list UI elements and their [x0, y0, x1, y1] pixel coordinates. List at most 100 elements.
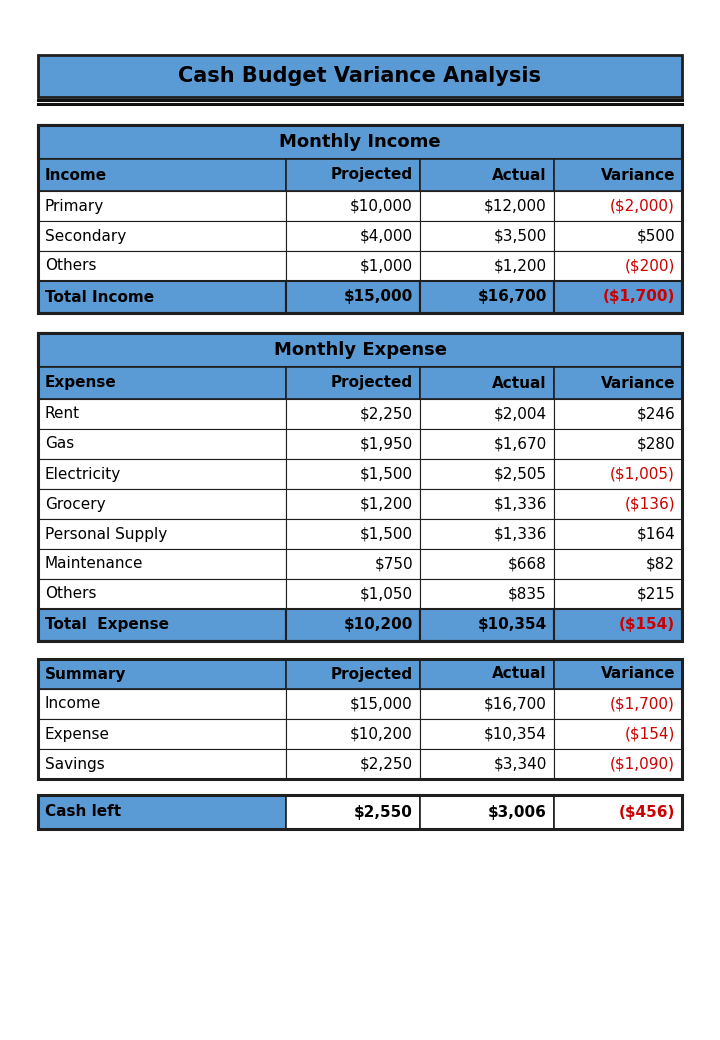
Bar: [38, 659, 682, 779]
Text: ($136): ($136): [624, 496, 675, 512]
Bar: [420, 688, 554, 719]
Bar: [38, 191, 286, 220]
Text: Variance: Variance: [600, 375, 675, 390]
Bar: [554, 428, 682, 459]
Bar: [420, 579, 554, 609]
Bar: [38, 659, 286, 688]
Bar: [38, 281, 286, 313]
Text: Electricity: Electricity: [45, 467, 121, 482]
Text: Monthly Expense: Monthly Expense: [274, 341, 446, 359]
Text: $1,670: $1,670: [494, 437, 547, 451]
Text: $1,500: $1,500: [360, 526, 413, 542]
Bar: [286, 659, 420, 688]
Bar: [286, 191, 420, 220]
Bar: [420, 281, 554, 313]
Bar: [554, 399, 682, 428]
Text: $2,550: $2,550: [354, 805, 413, 820]
Bar: [286, 688, 420, 719]
Bar: [554, 659, 682, 688]
Text: $10,200: $10,200: [350, 727, 413, 742]
Text: $835: $835: [508, 587, 547, 601]
Text: ($2,000): ($2,000): [610, 199, 675, 213]
Bar: [420, 191, 554, 220]
Text: $10,200: $10,200: [343, 618, 413, 632]
Bar: [38, 749, 286, 779]
Bar: [554, 749, 682, 779]
Text: Monthly Income: Monthly Income: [279, 133, 441, 151]
Text: $10,354: $10,354: [477, 618, 547, 632]
Bar: [554, 795, 682, 829]
Text: Expense: Expense: [45, 727, 110, 742]
Text: Actual: Actual: [492, 167, 547, 182]
Bar: [554, 159, 682, 191]
Text: Income: Income: [45, 167, 107, 182]
Text: $1,200: $1,200: [494, 259, 547, 274]
Text: $500: $500: [636, 229, 675, 243]
Text: $215: $215: [636, 587, 675, 601]
Text: ($200): ($200): [625, 259, 675, 274]
Text: Others: Others: [45, 259, 96, 274]
Bar: [38, 489, 286, 519]
Bar: [420, 220, 554, 251]
Text: Cash Budget Variance Analysis: Cash Budget Variance Analysis: [179, 66, 541, 86]
Bar: [554, 459, 682, 489]
Text: $1,336: $1,336: [493, 526, 547, 542]
Text: Maintenance: Maintenance: [45, 556, 143, 572]
Bar: [554, 489, 682, 519]
Bar: [420, 428, 554, 459]
Bar: [420, 719, 554, 749]
Text: Savings: Savings: [45, 756, 104, 772]
Text: $16,700: $16,700: [484, 697, 547, 711]
Bar: [286, 519, 420, 549]
Bar: [286, 367, 420, 399]
Text: $3,500: $3,500: [494, 229, 547, 243]
Bar: [420, 459, 554, 489]
Bar: [38, 549, 286, 579]
Text: $16,700: $16,700: [477, 289, 547, 305]
Text: ($456): ($456): [618, 805, 675, 820]
Bar: [38, 688, 286, 719]
Text: $3,006: $3,006: [488, 805, 547, 820]
Text: Gas: Gas: [45, 437, 74, 451]
Bar: [38, 220, 286, 251]
Bar: [38, 719, 286, 749]
Bar: [420, 659, 554, 688]
Bar: [420, 489, 554, 519]
Text: Primary: Primary: [45, 199, 104, 213]
Text: $668: $668: [508, 556, 547, 572]
Text: $2,250: $2,250: [360, 756, 413, 772]
Text: $10,354: $10,354: [484, 727, 547, 742]
Bar: [286, 719, 420, 749]
Bar: [554, 579, 682, 609]
Text: Variance: Variance: [600, 667, 675, 681]
Bar: [554, 688, 682, 719]
Bar: [554, 367, 682, 399]
Bar: [286, 459, 420, 489]
Bar: [286, 489, 420, 519]
Text: Actual: Actual: [492, 375, 547, 390]
Bar: [38, 795, 682, 829]
Text: $280: $280: [636, 437, 675, 451]
Bar: [420, 519, 554, 549]
Bar: [420, 367, 554, 399]
Text: Actual: Actual: [492, 667, 547, 681]
Text: $12,000: $12,000: [484, 199, 547, 213]
Text: $1,000: $1,000: [360, 259, 413, 274]
Text: Projected: Projected: [330, 375, 413, 390]
Text: Expense: Expense: [45, 375, 117, 390]
Bar: [554, 191, 682, 220]
Text: Summary: Summary: [45, 667, 127, 681]
Text: $82: $82: [646, 556, 675, 572]
Bar: [38, 519, 286, 549]
Bar: [38, 399, 286, 428]
Bar: [38, 795, 286, 829]
Bar: [38, 579, 286, 609]
Bar: [38, 333, 682, 641]
Text: Income: Income: [45, 697, 102, 711]
Bar: [286, 428, 420, 459]
Bar: [38, 159, 286, 191]
Bar: [286, 795, 420, 829]
Bar: [420, 795, 554, 829]
Text: ($1,090): ($1,090): [610, 756, 675, 772]
Text: ($1,700): ($1,700): [610, 697, 675, 711]
